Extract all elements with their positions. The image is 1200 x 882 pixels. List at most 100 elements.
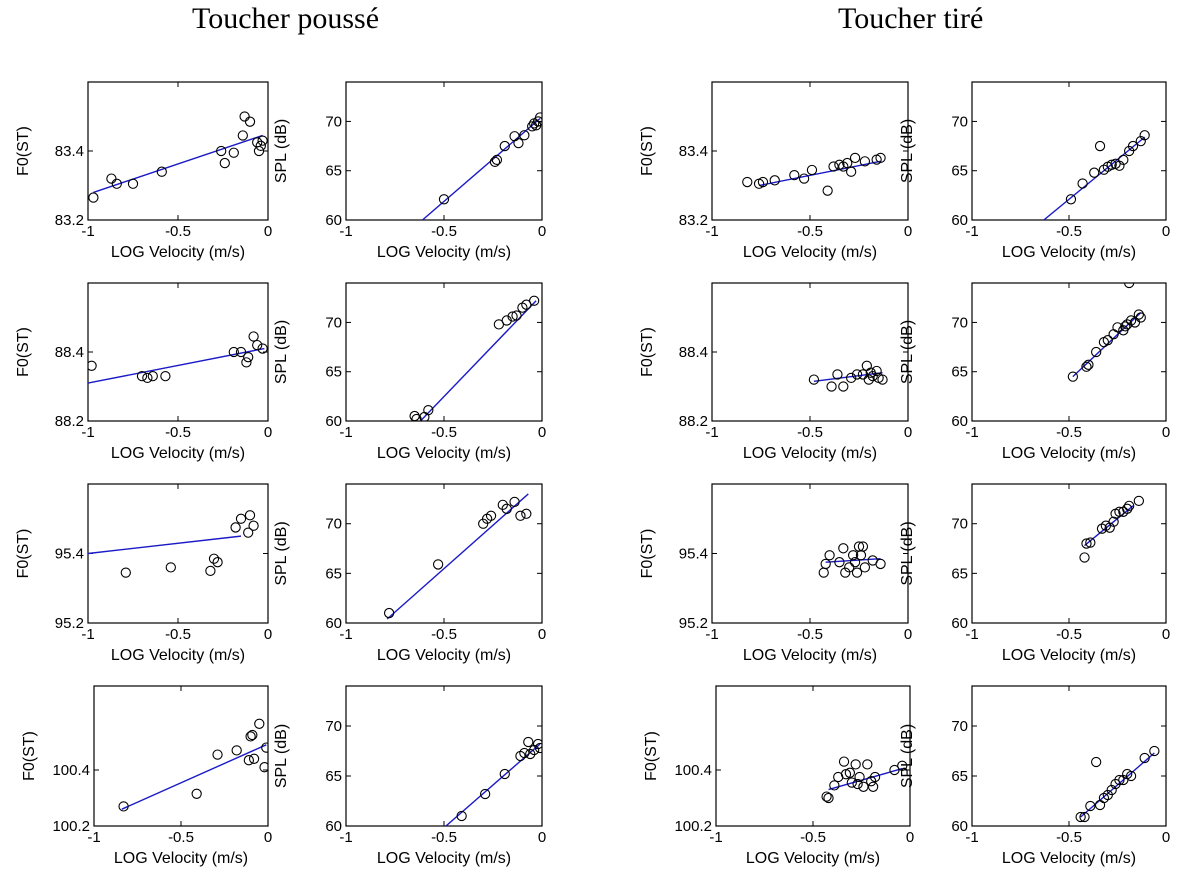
y-tick-label: 70 bbox=[325, 314, 342, 331]
x-tick-label: 0 bbox=[1162, 223, 1170, 240]
x-tick-label: 0 bbox=[538, 424, 546, 441]
data-point bbox=[235, 346, 247, 358]
y-tick-label: 83.4 bbox=[55, 143, 84, 160]
x-tick-label: -1 bbox=[705, 424, 718, 441]
data-point bbox=[829, 780, 840, 791]
y-axis-label: F0(ST) bbox=[15, 327, 32, 377]
axes-frame bbox=[971, 282, 1167, 422]
axes-frame bbox=[711, 81, 909, 221]
data-point bbox=[423, 405, 434, 416]
data-point bbox=[862, 759, 873, 770]
data-layer bbox=[1075, 745, 1160, 823]
data-point bbox=[106, 173, 117, 184]
data-point bbox=[519, 130, 530, 141]
data-point bbox=[1149, 745, 1160, 757]
data-point bbox=[456, 810, 467, 822]
y-axis-label: F0(ST) bbox=[639, 529, 656, 579]
data-point bbox=[1106, 159, 1117, 170]
data-point bbox=[501, 503, 512, 514]
data-point bbox=[1102, 335, 1113, 346]
data-point bbox=[844, 767, 856, 778]
data-point bbox=[118, 801, 129, 812]
y-tick-label: 88.2 bbox=[55, 413, 84, 430]
axes-frame bbox=[87, 81, 269, 221]
data-point bbox=[1112, 322, 1123, 333]
data-point bbox=[191, 788, 202, 799]
y-axis-label: SPL (dB) bbox=[273, 320, 290, 384]
data-point bbox=[499, 768, 510, 780]
data-point bbox=[231, 745, 242, 756]
data-point bbox=[834, 557, 845, 568]
data-layer bbox=[409, 295, 540, 421]
data-point bbox=[1075, 811, 1086, 823]
data-point bbox=[838, 161, 849, 172]
x-tick-label: -0.5 bbox=[168, 829, 194, 846]
data-point bbox=[1133, 309, 1144, 320]
y-tick-label: 65 bbox=[325, 565, 342, 582]
data-point bbox=[1079, 811, 1090, 823]
x-tick-label: 0 bbox=[904, 626, 912, 643]
data-point bbox=[216, 145, 227, 157]
panel-p-spl-1: -1 -0.5 0 60 65 70 LOG Velocity (m/s) SPL (dB) bbox=[273, 81, 546, 261]
data-layer bbox=[118, 718, 268, 812]
data-point bbox=[832, 369, 843, 380]
x-tick-label: -1 bbox=[709, 829, 722, 846]
regression-line bbox=[1080, 752, 1155, 818]
data-point bbox=[160, 370, 171, 382]
x-tick-label: -0.5 bbox=[797, 626, 823, 643]
regression-line bbox=[121, 744, 267, 810]
data-point bbox=[432, 559, 444, 570]
panel-t-f0-2: -1 -0.5 0 88.2 88.4 LOG Velocity (m/s) F0(ST) bbox=[639, 282, 912, 462]
y-tick-label: 88.4 bbox=[55, 344, 84, 361]
data-point bbox=[833, 771, 844, 783]
y-tick-label: 65 bbox=[325, 163, 342, 180]
data-point bbox=[1079, 552, 1090, 563]
x-axis-label: LOG Velocity (m/s) bbox=[1002, 647, 1136, 664]
regression-line bbox=[813, 372, 883, 383]
axes-frame bbox=[87, 282, 269, 422]
data-point bbox=[1065, 194, 1077, 205]
x-tick-label: 0 bbox=[264, 626, 272, 643]
data-point bbox=[252, 339, 263, 351]
data-layer bbox=[1067, 283, 1146, 382]
data-layer bbox=[445, 736, 542, 826]
data-point bbox=[485, 510, 497, 521]
data-point bbox=[847, 550, 859, 561]
panel-t-spl-4: -1 -0.5 0 60 65 70 LOG Velocity (m/s) SPL (dB) bbox=[899, 685, 1170, 867]
x-tick-label: -1 bbox=[339, 626, 352, 643]
y-tick-label: 60 bbox=[951, 615, 968, 632]
data-point bbox=[854, 771, 865, 783]
x-tick-label: 0 bbox=[264, 223, 272, 240]
y-axis-label: F0(ST) bbox=[15, 529, 32, 579]
y-tick-label: 65 bbox=[951, 565, 968, 582]
data-point bbox=[789, 169, 800, 181]
regression-line bbox=[421, 117, 541, 220]
data-point bbox=[857, 369, 869, 380]
x-axis-label: LOG Velocity (m/s) bbox=[377, 244, 511, 261]
data-point bbox=[237, 130, 248, 141]
data-point bbox=[212, 749, 223, 760]
data-point bbox=[259, 762, 268, 773]
x-tick-label: 0 bbox=[538, 223, 546, 240]
x-tick-label: -1 bbox=[965, 626, 978, 643]
x-axis-label: LOG Velocity (m/s) bbox=[746, 850, 880, 867]
regression-line bbox=[1043, 136, 1146, 220]
x-tick-label: -1 bbox=[705, 223, 718, 240]
x-axis-label: LOG Velocity (m/s) bbox=[114, 850, 248, 867]
data-point bbox=[828, 161, 839, 172]
data-point bbox=[1120, 321, 1131, 332]
data-point bbox=[838, 756, 850, 767]
data-point bbox=[228, 147, 239, 158]
y-tick-label: 70 bbox=[325, 516, 342, 533]
data-point bbox=[850, 759, 861, 770]
data-point bbox=[1123, 500, 1135, 511]
x-tick-label: 0 bbox=[1162, 626, 1170, 643]
data-layer bbox=[88, 111, 268, 203]
y-tick-label: 100.4 bbox=[674, 762, 712, 779]
data-point bbox=[244, 510, 256, 521]
data-point bbox=[219, 157, 230, 169]
x-axis-label: LOG Velocity (m/s) bbox=[377, 445, 511, 462]
data-point bbox=[897, 760, 908, 771]
y-tick-label: 95.4 bbox=[55, 546, 84, 563]
